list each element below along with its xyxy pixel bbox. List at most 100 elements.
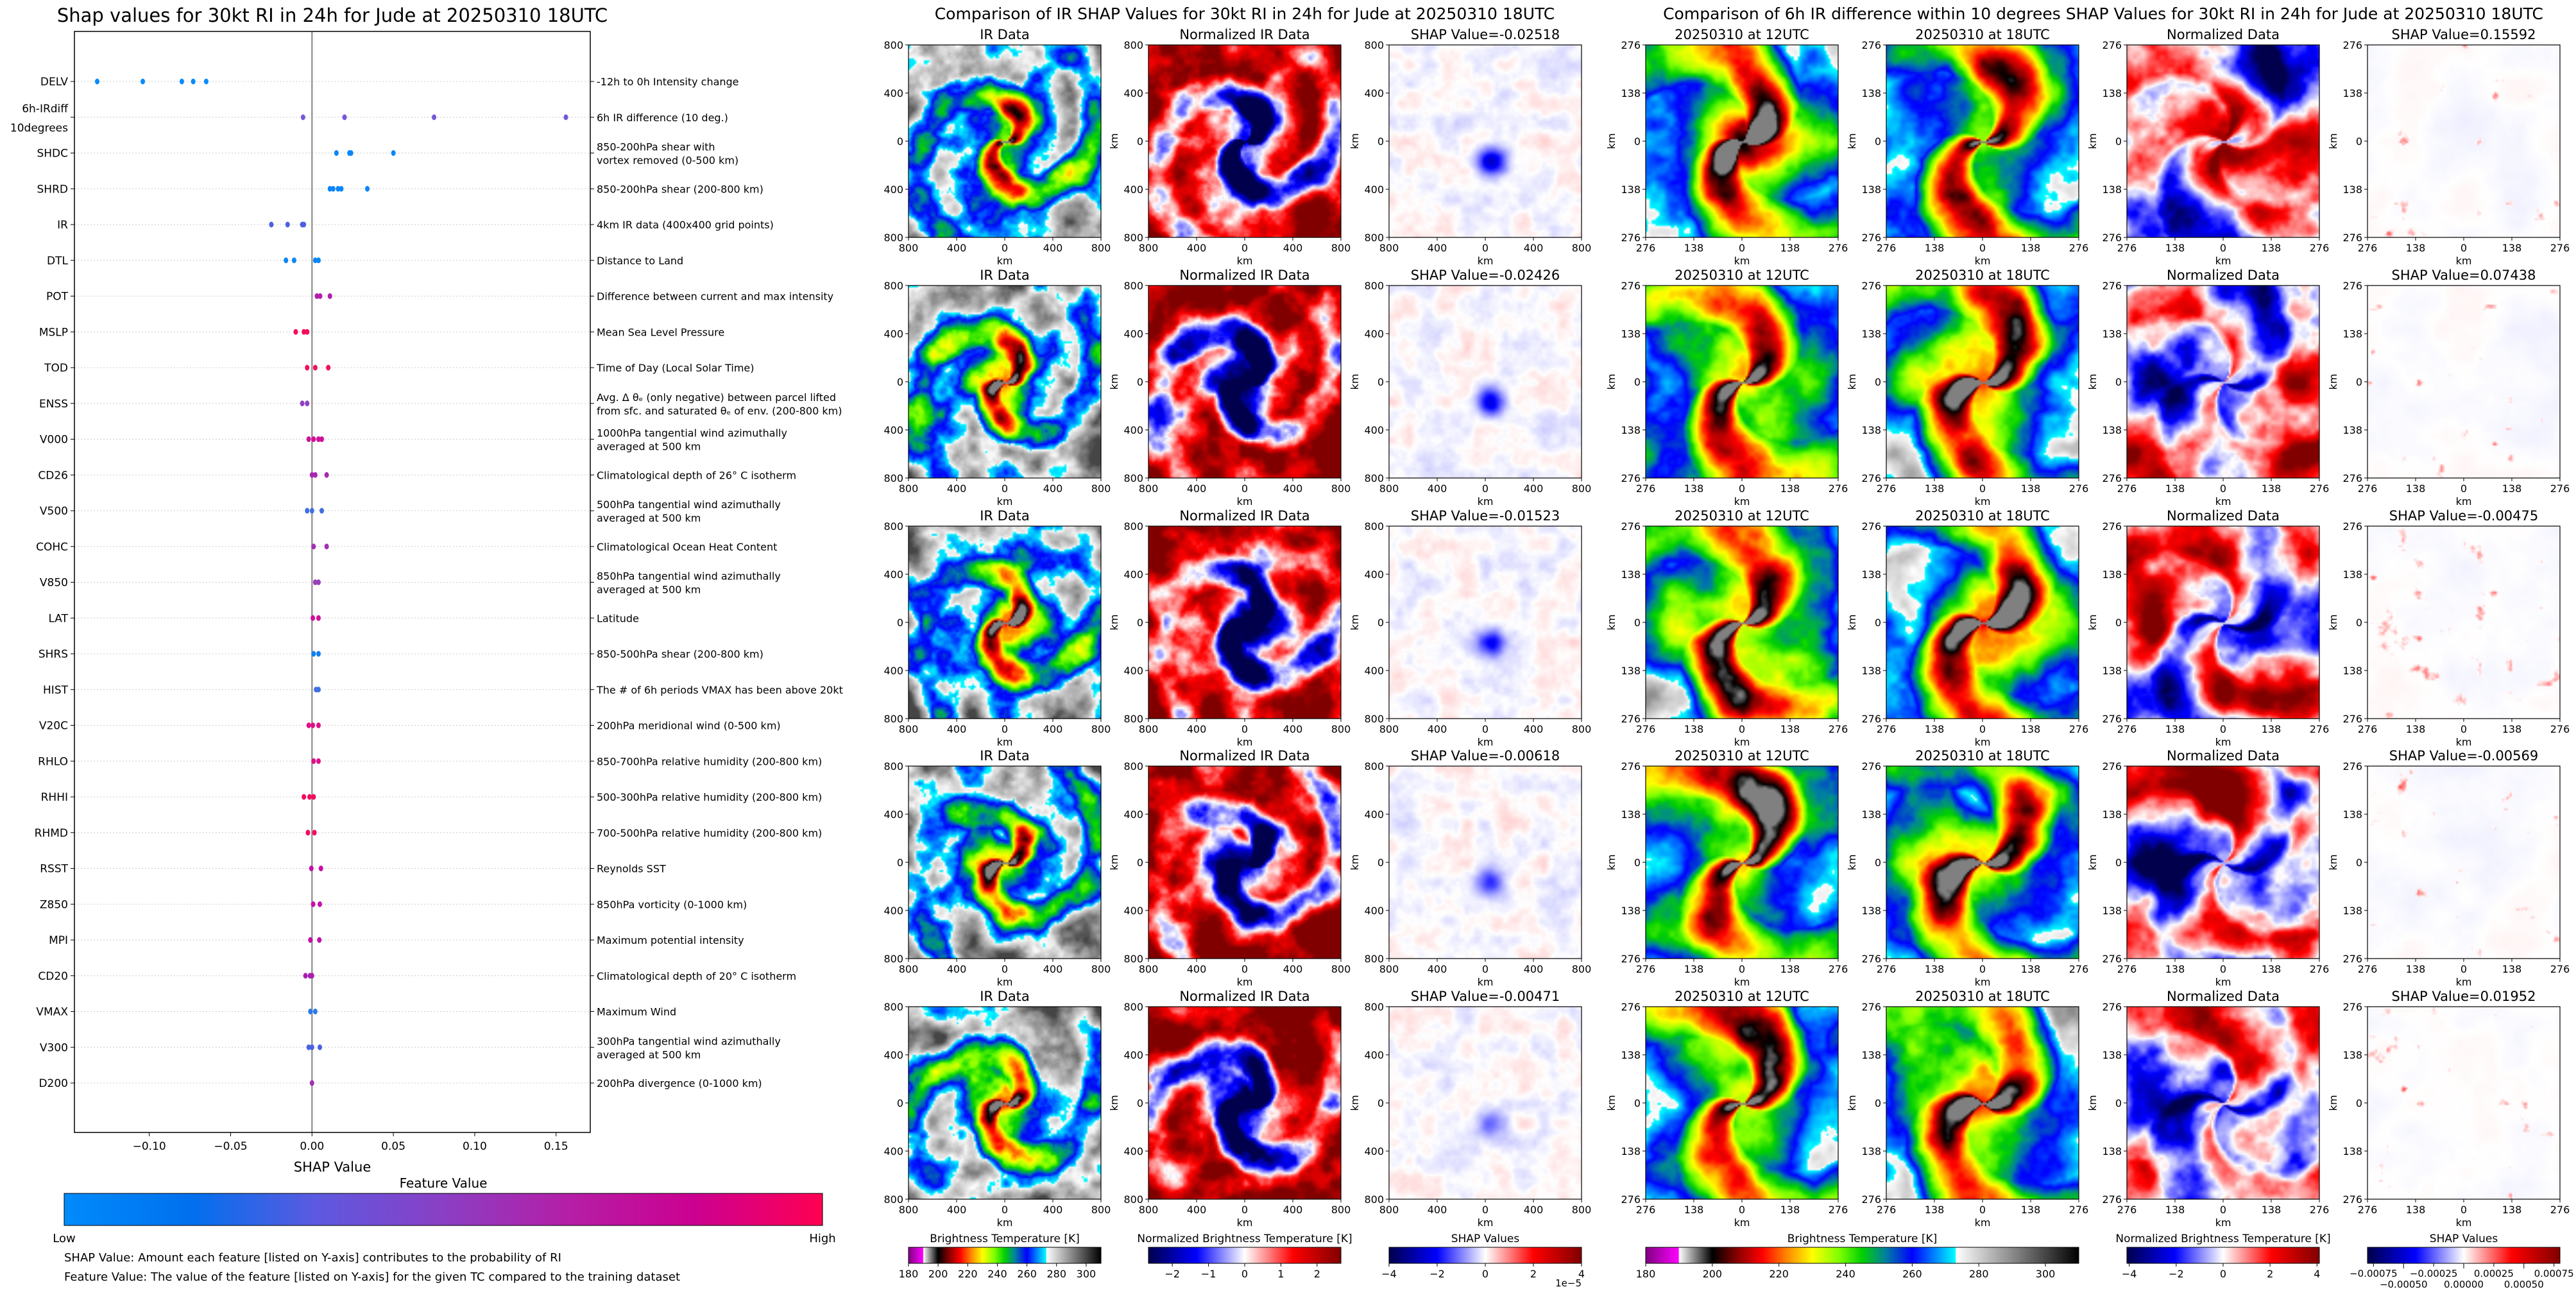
- colorbar-tick-label: −4: [2122, 1268, 2137, 1280]
- satellite-image: [2367, 286, 2560, 478]
- y-tick-label: 0: [1137, 1097, 1143, 1109]
- x-tick-label: 400: [1187, 482, 1207, 495]
- colorbar-title: SHAP Values: [2430, 1233, 2498, 1245]
- y-tick-label: 800: [883, 713, 903, 725]
- shap-point: [285, 221, 290, 228]
- colorbar-title: Feature Value: [400, 1175, 488, 1191]
- y-tick-label: 276: [2342, 1001, 2362, 1013]
- x-tick-label: 0: [1482, 242, 1488, 254]
- y-tick-label: 400: [1123, 424, 1143, 436]
- x-tick-label: 0: [2220, 482, 2226, 495]
- shap-point: [203, 78, 209, 85]
- shap-point: [309, 973, 314, 979]
- x-tick-label: 400: [1043, 723, 1063, 735]
- y-tick-label: 400: [1364, 424, 1384, 436]
- image-panel: 20250310 at 18UTC27627613813800138138276…: [1846, 989, 2088, 1229]
- feature-description: Latitude: [597, 612, 639, 624]
- x-axis-label: km: [1975, 495, 1991, 508]
- shap-point: [309, 866, 314, 871]
- y-tick-label: 276: [2102, 1001, 2122, 1013]
- shap-point: [305, 508, 310, 514]
- x-tick-label: 138: [2262, 482, 2282, 495]
- image-panel: Normalized IR Data8008004004000040040080…: [1108, 508, 1351, 748]
- x-axis-label: km: [1478, 1216, 1494, 1229]
- satellite-image: [908, 286, 1101, 478]
- colorbar-tick-label: 0: [1482, 1268, 1488, 1280]
- y-tick-label: 400: [1364, 1049, 1384, 1061]
- y-tick-label: 138: [1621, 808, 1641, 821]
- shap-point: [312, 830, 317, 836]
- x-tick-label: 0: [2461, 963, 2467, 975]
- y-tick-label: 276: [1861, 1001, 1881, 1013]
- x-tick-label: 276: [2310, 242, 2330, 254]
- x-tick-label: 276: [1829, 482, 1848, 495]
- feature-description: 500-300hPa relative humidity (200-800 km…: [597, 791, 822, 803]
- y-tick-label: 138: [2342, 568, 2362, 581]
- satellite-image: [1148, 1007, 1341, 1199]
- feature-row: LAT Latitude: [48, 612, 638, 625]
- shap-point: [317, 901, 322, 907]
- shap-point: [320, 508, 325, 514]
- colorbar-tick-label: 0: [1241, 1268, 1248, 1280]
- y-tick-label: 138: [2102, 665, 2122, 677]
- x-tick-label: 276: [1877, 723, 1897, 735]
- y-tick-label: 400: [1364, 87, 1384, 99]
- colorbar-tick-label: 260: [1017, 1268, 1037, 1280]
- feature-label: VMAX: [36, 1006, 68, 1019]
- x-axis-label: km: [2215, 976, 2231, 988]
- y-tick-label: 800: [1123, 1193, 1143, 1206]
- feature-description: -12h to 0h Intensity change: [597, 76, 739, 88]
- y-tick-label: 400: [1123, 665, 1143, 677]
- panel-title: Normalized IR Data: [1179, 27, 1309, 42]
- x-tick-label: 800: [1379, 242, 1399, 254]
- panel-title: 20250310 at 18UTC: [1915, 508, 2050, 524]
- x-tick-label: 800: [899, 482, 919, 495]
- x-tick-label: 400: [947, 723, 967, 735]
- satellite-image: [908, 526, 1101, 719]
- x-tick-label: 276: [2550, 1204, 2570, 1216]
- y-tick-label: 400: [1364, 328, 1384, 340]
- colorbar-title: SHAP Values: [1451, 1233, 1520, 1245]
- y-axis-label: km: [1349, 1095, 1361, 1111]
- x-tick-label: 276: [1829, 963, 1848, 975]
- x-axis-label: km: [1478, 495, 1494, 508]
- feature-label: RHLO: [38, 755, 68, 768]
- x-tick-label: 0: [2461, 1204, 2467, 1216]
- colorbar: SHAP Values−0.00075−0.00050−0.000250.000…: [2350, 1233, 2574, 1289]
- y-tick-label: 138: [1621, 905, 1641, 917]
- x-tick-label: 400: [1043, 963, 1063, 975]
- x-axis-label: km: [997, 736, 1013, 748]
- x-tick-label: 0: [1002, 1204, 1008, 1216]
- y-tick-label: 800: [1364, 760, 1384, 773]
- feature-description: 850hPa tangential wind azimuthally: [597, 570, 781, 583]
- y-tick-label: 276: [1861, 520, 1881, 533]
- y-axis-label: km: [1108, 615, 1120, 631]
- shap-point: [334, 150, 339, 156]
- x-tick-label: 138: [2021, 1204, 2041, 1216]
- feature-description: 850hPa vorticity (0-1000 km): [597, 898, 747, 910]
- x-tick-label: 800: [1379, 482, 1399, 495]
- y-tick-label: 400: [1123, 184, 1143, 196]
- feature-label: SHRS: [38, 648, 68, 661]
- y-tick-label: 800: [883, 39, 903, 51]
- y-axis-label: km: [1846, 133, 1858, 149]
- feature-row: DTL Distance to Land: [47, 255, 683, 268]
- x-tick-label: 800: [1139, 482, 1159, 495]
- x-tick-label: 138: [2502, 723, 2522, 735]
- shap-point: [307, 794, 312, 800]
- colorbar-gradient: [908, 1247, 1102, 1264]
- x-tick-label: 276: [2310, 723, 2330, 735]
- y-tick-label: 138: [2342, 808, 2362, 821]
- feature-description: The # of 6h periods VMAX has been above …: [596, 684, 843, 696]
- x-tick-label: 800: [899, 242, 919, 254]
- y-tick-label: 400: [1123, 87, 1143, 99]
- shap-point: [309, 508, 314, 514]
- feature-label: RHHI: [41, 791, 68, 804]
- y-tick-label: 0: [1875, 857, 1881, 869]
- y-tick-label: 400: [1123, 328, 1143, 340]
- y-tick-label: 400: [883, 1145, 903, 1157]
- feature-label: IR: [57, 219, 68, 232]
- shap-point: [317, 1044, 322, 1050]
- panel-title: SHAP Value=0.01952: [2392, 989, 2536, 1004]
- x-tick-label: 400: [1428, 963, 1447, 975]
